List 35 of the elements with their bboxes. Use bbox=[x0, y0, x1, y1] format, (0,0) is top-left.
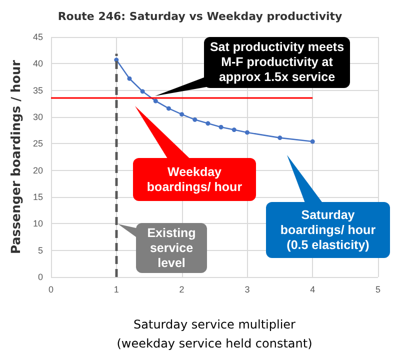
point bbox=[180, 112, 184, 117]
point bbox=[206, 121, 210, 126]
x-tick-label: 1 bbox=[114, 284, 119, 294]
y-tick-label: 10 bbox=[32, 218, 43, 229]
point bbox=[192, 117, 198, 122]
x-tick-label: 3 bbox=[244, 284, 250, 294]
y-tick-label: 15 bbox=[32, 192, 43, 202]
x-tick-label: 4 bbox=[310, 284, 316, 294]
x-tick-label: 2 bbox=[179, 284, 184, 294]
y-tick-label: 25 bbox=[32, 138, 43, 149]
point bbox=[166, 106, 171, 111]
y-tick-label: 40 bbox=[32, 58, 43, 69]
y-tick-label: 35 bbox=[32, 85, 43, 96]
x-axis-title: Saturday service multiplier (weekday service held constant) bbox=[116, 318, 312, 350]
annotation: Existing service level bbox=[136, 223, 207, 273]
x-tick-label: 5 bbox=[375, 284, 381, 294]
x-tick-label: 0 bbox=[48, 284, 54, 294]
point bbox=[218, 124, 224, 130]
y-tick-label: 30 bbox=[32, 112, 43, 122]
y-tick-label: 20 bbox=[32, 165, 43, 176]
point bbox=[153, 98, 158, 104]
annotation: Sat productivity meets M-F productivity at approx 1.5x service bbox=[204, 37, 350, 88]
point bbox=[127, 76, 132, 81]
point bbox=[140, 89, 145, 94]
annotation: Weekday boardings/ hour bbox=[133, 158, 256, 201]
y-tick-label: 5 bbox=[38, 245, 43, 256]
annotation: Saturday boardings/ hour (0.5 elasticity) bbox=[266, 202, 390, 258]
y-axis-title: Passenger boardings / hour bbox=[8, 59, 24, 254]
point bbox=[232, 128, 236, 132]
point bbox=[310, 139, 315, 144]
y-tick-label: 45 bbox=[32, 32, 43, 42]
y-tick-label: 0 bbox=[38, 272, 43, 282]
point bbox=[244, 130, 250, 135]
chart-title: Route 246: Saturday vs Weekday productivity bbox=[58, 10, 342, 23]
point bbox=[278, 136, 282, 140]
